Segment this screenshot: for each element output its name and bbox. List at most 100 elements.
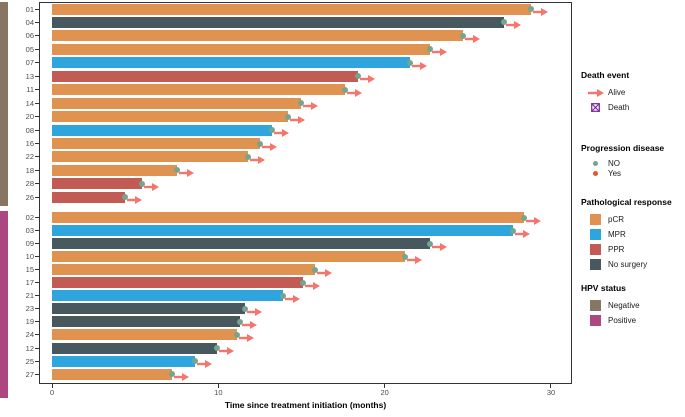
progression-dot <box>236 318 243 325</box>
bar-patient-07 <box>52 57 410 69</box>
x-axis-tick <box>384 384 386 388</box>
y-axis-label-patient-13: 13 <box>25 71 34 81</box>
alive-arrow-icon <box>587 88 604 98</box>
alive-arrow-icon <box>143 179 159 197</box>
legend-item-label: Yes <box>608 168 622 178</box>
y-axis-tick <box>35 373 39 375</box>
y-axis-tick <box>35 230 39 232</box>
progression-dot-icon <box>587 170 604 176</box>
y-axis-tick <box>35 347 39 349</box>
legend-item-negative: Negative <box>580 298 684 313</box>
alive-arrow-icon <box>261 139 277 157</box>
hpv-positive-strip <box>0 211 8 398</box>
alive-arrow-icon <box>273 125 289 143</box>
y-axis-label-patient-25: 25 <box>25 356 34 366</box>
alive-arrow-icon <box>250 152 266 170</box>
legend-item-label: Negative <box>608 301 640 310</box>
y-axis-label-patient-11: 11 <box>26 85 34 95</box>
y-axis-label-patient-28: 28 <box>25 179 34 189</box>
alive-arrow-icon <box>290 112 306 130</box>
alive-arrow-icon <box>464 31 480 49</box>
y-axis-tick <box>35 269 39 271</box>
y-axis-label-patient-12: 12 <box>25 343 34 353</box>
square-swatch <box>590 315 601 326</box>
progression-dot <box>406 59 413 66</box>
legend-item-ppr: PPR <box>580 242 684 257</box>
death-boxed-x-icon <box>587 103 604 112</box>
legend-title-progression: Progression disease <box>581 143 665 153</box>
y-axis-label-patient-10: 10 <box>25 252 34 262</box>
y-axis-tick <box>35 89 39 91</box>
alive-arrow-icon <box>197 356 213 374</box>
x-axis-tick-label: 20 <box>380 388 389 397</box>
legend-item-pcr: pCR <box>580 212 684 227</box>
alive-arrow-icon <box>431 239 447 257</box>
response-swatch-icon <box>587 300 604 311</box>
x-axis-tick <box>550 384 552 388</box>
legend-item-mpr: MPR <box>580 227 684 242</box>
y-axis-tick <box>35 183 39 185</box>
bar-patient-24 <box>52 329 237 341</box>
y-axis-label-patient-06: 06 <box>25 31 34 41</box>
y-axis-label-patient-05: 05 <box>25 44 34 54</box>
x-axis-tick-label: 10 <box>214 388 223 397</box>
bar-patient-18 <box>52 164 177 176</box>
bar-patient-01 <box>52 3 532 15</box>
y-axis-tick <box>35 321 39 323</box>
alive-arrow-icon <box>360 71 376 89</box>
alive-arrow-icon <box>127 192 143 210</box>
alive-arrow-icon <box>526 213 542 231</box>
bar-patient-23 <box>52 303 245 315</box>
y-axis-label-patient-27: 27 <box>25 369 34 379</box>
progression-dot <box>256 140 263 147</box>
bar-patient-27 <box>52 368 172 380</box>
y-axis-label-patient-09: 09 <box>25 239 34 249</box>
alive-arrow-icon <box>305 278 321 296</box>
y-axis-tick <box>35 295 39 297</box>
y-axis-label-patient-20: 20 <box>25 112 34 122</box>
progression-dot <box>528 6 535 12</box>
bar-patient-12 <box>52 342 217 354</box>
legend-section-progression: Progression disease NO Yes <box>580 143 684 178</box>
progression-dot <box>285 113 292 120</box>
alive-arrow-icon <box>316 265 332 283</box>
y-axis-tick <box>35 334 39 336</box>
y-axis-tick <box>35 282 39 284</box>
y-axis-label-patient-26: 26 <box>25 192 34 202</box>
alive-arrow-icon <box>246 304 262 322</box>
legend-section-response: Pathological response pCR MPR PPR No surgery <box>580 197 684 272</box>
legend-item-alive: Alive <box>580 85 684 100</box>
progression-dot <box>173 167 180 174</box>
y-axis-label-patient-01: 01 <box>25 4 34 14</box>
progression-dot <box>213 345 220 351</box>
y-axis-label-patient-22: 22 <box>25 152 34 162</box>
y-axis-tick <box>35 156 39 158</box>
bar-patient-03 <box>52 225 513 237</box>
y-axis-tick <box>35 62 39 64</box>
bar-patient-09 <box>52 238 430 250</box>
legend-item-label: pCR <box>608 215 625 224</box>
progression-dot <box>521 214 528 221</box>
alive-arrow-icon <box>406 252 422 270</box>
bar-patient-06 <box>52 30 463 42</box>
progression-dot <box>298 100 305 107</box>
alive-arrow-icon <box>241 317 257 335</box>
y-axis-tick <box>35 102 39 104</box>
progression-dot <box>311 266 318 273</box>
y-axis-tick <box>35 308 39 310</box>
response-swatch-icon <box>587 244 604 255</box>
legend-item-label: PPR <box>608 245 625 254</box>
legend-title-hpv: HPV status <box>581 283 626 293</box>
bar-patient-28 <box>52 178 142 190</box>
alive-arrow-icon <box>303 98 319 116</box>
bar-patient-05 <box>52 43 430 55</box>
x-axis-tick <box>51 384 53 388</box>
legend-title-death: Death event <box>581 70 630 80</box>
legend-section-hpv: HPV status Negative Positive <box>580 283 684 328</box>
square-swatch <box>590 259 601 270</box>
y-axis-tick <box>35 35 39 37</box>
legend-item-label: Alive <box>608 88 626 97</box>
bar-patient-25 <box>52 355 196 367</box>
progression-dot <box>459 32 466 39</box>
y-axis-label-patient-16: 16 <box>25 139 34 148</box>
